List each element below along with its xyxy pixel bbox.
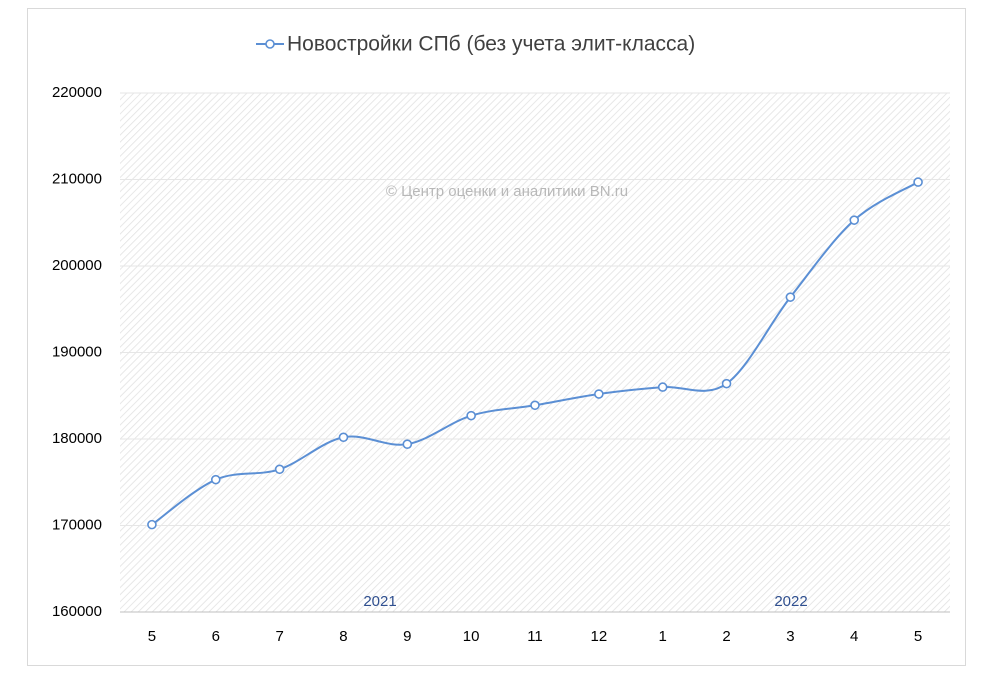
x-tick-label: 7 [275, 628, 283, 645]
data-point [657, 382, 668, 392]
data-point [466, 410, 476, 421]
data-point [402, 439, 413, 449]
x-tick-label: 1 [659, 628, 667, 645]
y-tick-label: 210000 [52, 170, 102, 187]
x-tick-label: 11 [527, 628, 543, 645]
x-tick-label: 9 [403, 628, 411, 645]
x-tick-label: 6 [212, 628, 220, 645]
x-tick-label: 2 [722, 628, 730, 645]
y-tick-label: 170000 [52, 516, 102, 533]
data-point [594, 389, 604, 399]
y-tick-label: 180000 [52, 430, 102, 447]
data-point [210, 474, 221, 485]
data-point [721, 378, 732, 389]
legend-marker [265, 39, 275, 49]
year-label: 2021 [363, 593, 396, 610]
x-tick-label: 5 [148, 628, 156, 645]
data-point [849, 215, 860, 225]
data-point [147, 519, 157, 530]
y-tick-label: 190000 [52, 343, 102, 360]
x-tick-label: 8 [339, 628, 347, 645]
data-point [338, 432, 349, 443]
data-point [274, 464, 285, 475]
x-tick-label: 10 [463, 628, 480, 645]
x-tick-label: 3 [786, 628, 794, 645]
data-point [530, 400, 540, 411]
data-point [785, 292, 796, 302]
x-tick-label: 4 [850, 628, 858, 645]
y-tick-label: 200000 [52, 257, 102, 274]
x-tick-label: 5 [914, 628, 922, 645]
legend-label: Новостройки СПб (без учета элит-класса) [287, 33, 695, 56]
y-tick-label: 160000 [52, 603, 102, 620]
y-tick-label: 220000 [52, 84, 102, 101]
year-label: 2022 [774, 593, 807, 610]
data-point [913, 177, 923, 187]
watermark: © Центр оценки и аналитики BN.ru [386, 183, 628, 200]
x-tick-label: 12 [591, 628, 608, 645]
